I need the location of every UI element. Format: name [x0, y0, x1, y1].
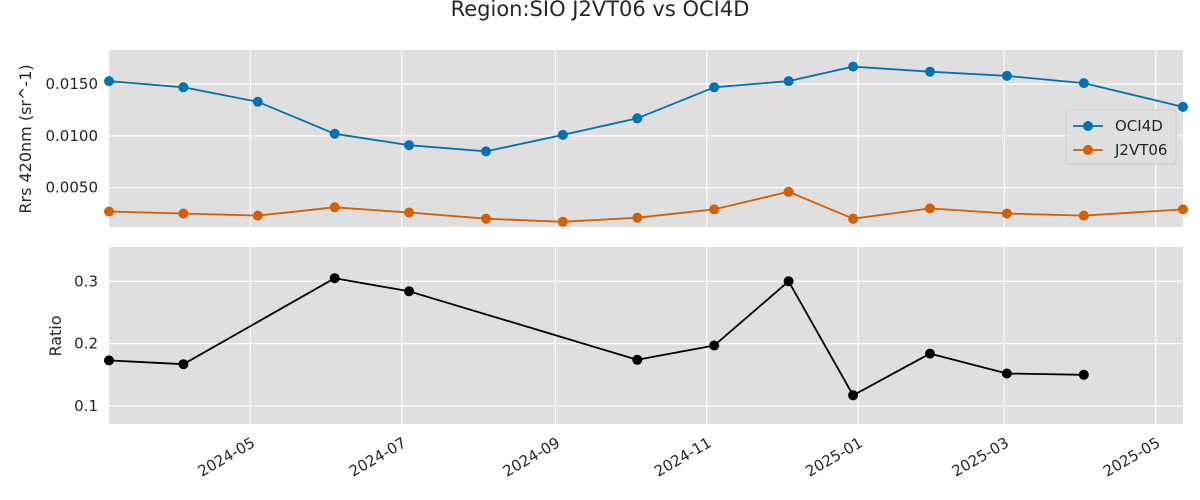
- data-point-j2vt06-3: [329, 202, 340, 213]
- legend-oci4d-label: OCI4D: [1115, 117, 1163, 135]
- data-point-j2vt06-7: [632, 212, 643, 223]
- data-point-ratio-8: [925, 348, 935, 359]
- data-point-oci4d-5: [481, 146, 491, 157]
- data-point-oci4d-13: [1078, 78, 1089, 89]
- data-point-oci4d-7: [632, 113, 643, 124]
- data-point-oci4d-11: [925, 66, 935, 77]
- data-point-oci4d-6: [557, 129, 568, 140]
- data-point-ratio-0: [104, 355, 114, 366]
- data-point-j2vt06-8: [709, 204, 720, 215]
- x-tick-label-6: 2025-05: [1100, 434, 1163, 481]
- data-point-j2vt06-14: [1178, 204, 1188, 215]
- data-point-oci4d-14: [1178, 101, 1188, 112]
- data-point-j2vt06-0: [104, 206, 114, 217]
- data-point-oci4d-9: [783, 76, 794, 87]
- panel1-y-tick-label-2: 0.3: [74, 272, 98, 290]
- legend-j2vt06-label: J2VT06: [1114, 141, 1167, 159]
- top-panel: 0.0050 0.0100 0.0150 Rrs 420nm (sr^-1) OCI…: [16, 50, 1188, 227]
- data-point-j2vt06-4: [404, 207, 415, 218]
- panel0-y-tick-label-1: 0.0100: [46, 127, 99, 145]
- x-tick-label-2: 2024-09: [500, 434, 563, 481]
- x-tick-labels: 2024-05 2024-07 2024-09 2024-11 2025-01 2025-…: [195, 434, 1164, 481]
- data-point-ratio-4: [632, 354, 643, 365]
- legend-j2vt06-marker: [1083, 145, 1093, 155]
- data-point-oci4d-3: [329, 128, 340, 139]
- x-tick-label-0: 2024-05: [195, 434, 258, 481]
- data-point-j2vt06-6: [557, 216, 568, 227]
- data-point-ratio-6: [783, 276, 794, 287]
- x-tick-label-4: 2025-01: [802, 434, 865, 481]
- data-point-j2vt06-11: [925, 203, 935, 214]
- data-point-oci4d-1: [178, 82, 189, 93]
- legend: OCI4D J2VT06: [1065, 109, 1177, 165]
- data-point-ratio-5: [709, 340, 720, 351]
- data-point-j2vt06-12: [1001, 208, 1012, 219]
- data-point-oci4d-0: [104, 76, 114, 87]
- data-point-ratio-10: [1078, 369, 1089, 380]
- data-point-oci4d-12: [1001, 70, 1012, 81]
- bottom-plot-area: [109, 247, 1183, 424]
- data-point-ratio-3: [404, 286, 415, 297]
- bottom-y-axis-label: Ratio: [46, 315, 65, 356]
- x-tick-label-5: 2025-03: [949, 434, 1012, 481]
- data-point-ratio-7: [848, 390, 859, 401]
- data-point-j2vt06-13: [1078, 210, 1089, 221]
- data-point-j2vt06-9: [783, 186, 794, 197]
- data-point-j2vt06-10: [848, 213, 859, 224]
- data-point-ratio-1: [178, 359, 189, 370]
- panel1-y-tick-label-1: 0.2: [74, 335, 98, 353]
- legend-oci4d-marker: [1083, 121, 1093, 131]
- data-point-ratio-2: [329, 273, 340, 284]
- data-point-j2vt06-2: [252, 210, 263, 221]
- top-y-axis-label: Rrs 420nm (sr^-1): [16, 64, 35, 213]
- x-tick-label-1: 2024-07: [346, 434, 409, 481]
- data-point-j2vt06-1: [178, 208, 189, 219]
- bottom-panel: 0.1 0.2 0.3 Ratio: [46, 247, 1183, 424]
- chart-title: Region:SIO J2VT06 vs OCI4D: [451, 0, 750, 21]
- data-point-oci4d-4: [404, 140, 415, 151]
- data-point-oci4d-8: [709, 82, 720, 93]
- data-point-j2vt06-5: [481, 213, 491, 224]
- data-point-oci4d-2: [252, 96, 263, 107]
- panel1-y-tick-label-0: 0.1: [74, 397, 98, 415]
- x-tick-label-3: 2024-11: [651, 434, 714, 481]
- panel0-y-tick-label-0: 0.0050: [46, 179, 99, 197]
- panel0-y-tick-label-2: 0.0150: [46, 75, 99, 93]
- data-point-ratio-9: [1001, 368, 1012, 379]
- data-point-oci4d-10: [848, 61, 859, 72]
